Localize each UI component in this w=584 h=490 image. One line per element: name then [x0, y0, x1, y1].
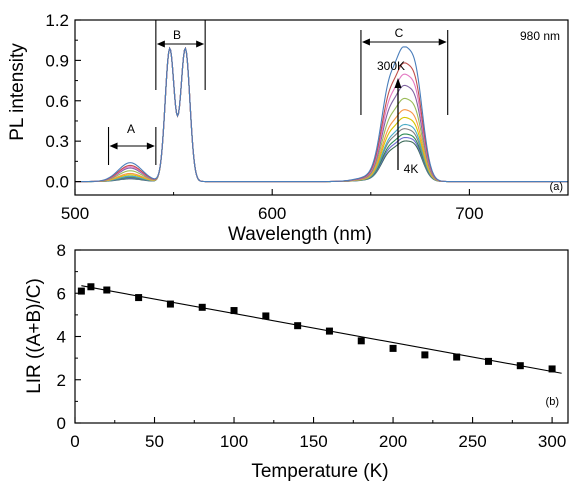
pl-curve-200k	[75, 46, 568, 183]
panel-b-lir: 0 2 4 6 8 0 50 100 150 200 250 300 LIR ((A+B)/C) Te…	[24, 241, 569, 482]
panel-b-ytick-label: 6	[57, 284, 66, 303]
pl-curve-100k	[75, 46, 568, 183]
panel-b-xlabel: Temperature (K)	[251, 461, 388, 482]
lir-point	[548, 365, 556, 373]
pl-curve-240k	[75, 46, 568, 183]
panel-b-frame	[74, 249, 569, 424]
panel-b-label: (b)	[546, 396, 559, 408]
lir-point	[484, 357, 492, 365]
lir-point	[389, 344, 397, 352]
lir-point	[294, 322, 302, 330]
panel-b-xtick-label: 100	[220, 432, 248, 451]
panel-a-ylabel: PL intensity	[7, 43, 28, 141]
excitation-label: 980 nm	[520, 29, 560, 43]
region-c-arrowhead-right	[438, 38, 447, 46]
pl-curve-4k	[75, 46, 568, 183]
lir-point	[166, 300, 174, 308]
region-c-arrowhead-left	[361, 38, 370, 46]
region-b-arrowhead-left	[156, 40, 165, 48]
lir-point	[230, 307, 238, 315]
lir-point	[135, 294, 143, 302]
panel-a-xtick-label: 600	[258, 204, 286, 223]
region-a-label: A	[127, 122, 135, 136]
panel-b-xtick-label: 50	[145, 432, 164, 451]
panel-b-xtick-label: 150	[299, 432, 327, 451]
pl-curve-120k	[75, 46, 568, 183]
lir-points-group	[77, 283, 556, 373]
pl-curve-60k	[75, 46, 568, 183]
panel-a-ytick-label: 1.2	[45, 11, 69, 30]
lir-point	[198, 303, 206, 311]
lir-point	[87, 283, 95, 291]
lir-point	[516, 362, 524, 370]
panel-a-label: (a)	[550, 181, 563, 193]
pl-curve-300k	[75, 46, 568, 183]
lir-point	[325, 327, 333, 335]
panel-b-xtick-label: 300	[538, 432, 566, 451]
panel-b-ytick-label: 8	[57, 241, 66, 260]
panel-b-ylabel: LIR ((A+B)/C)	[24, 278, 45, 394]
region-a-arrowhead-left	[109, 142, 118, 150]
lir-fit-line-group	[81, 285, 562, 374]
region-c-label: C	[395, 26, 404, 40]
panel-b-ticks: 0 2 4 6 8 0 50 100 150 200 250 300	[57, 241, 567, 451]
panel-b-xtick-label: 200	[379, 432, 407, 451]
region-markers-group	[107, 20, 449, 165]
lir-point	[357, 337, 365, 345]
pl-curve-260k	[75, 46, 568, 183]
panel-b-ytick-label: 0	[57, 414, 66, 433]
panel-a-xlabel: Wavelength (nm)	[228, 224, 372, 245]
lir-point	[77, 287, 85, 295]
panel-a-ytick-label: 0.6	[45, 92, 69, 111]
lir-fit-line	[81, 285, 562, 374]
pl-curve-40k	[75, 46, 568, 183]
panel-a-ytick-label: 0.9	[45, 51, 69, 70]
pl-curve-160k	[75, 46, 568, 183]
panel-b-ytick-label: 4	[57, 328, 66, 347]
panel-a-ticks: 0.0 0.3 0.6 0.9 1.2 500 600 700	[45, 11, 483, 223]
panel-a-pl-spectra: 0.0 0.3 0.6 0.9 1.2 500 600 700 PL intensity Wa…	[7, 11, 569, 245]
panel-a-xtick-label: 700	[455, 204, 483, 223]
lir-point	[103, 286, 111, 294]
temperature-trend-arrow-head	[394, 78, 402, 88]
region-b-label: B	[173, 28, 181, 42]
panel-b-xtick-label: 0	[70, 432, 79, 451]
panel-b-ytick-label: 2	[57, 371, 66, 390]
panel-a-ytick-label: 0.0	[45, 173, 69, 192]
region-a-arrowhead-right	[146, 142, 155, 150]
pl-curve-280k	[75, 46, 568, 183]
panel-a-frame	[74, 19, 569, 196]
temp-high-label: 300K	[377, 59, 405, 73]
lir-point	[453, 353, 461, 361]
lir-point	[421, 351, 429, 359]
temp-low-label: 4K	[404, 162, 419, 176]
panel-a-xtick-label: 500	[61, 204, 89, 223]
pl-curve-80k	[75, 46, 568, 183]
region-b-arrowhead-right	[196, 40, 205, 48]
lir-point	[262, 312, 270, 320]
panel-b-xtick-label: 250	[458, 432, 486, 451]
pl-curves-group	[75, 46, 568, 183]
panel-a-ytick-label: 0.3	[45, 132, 69, 151]
